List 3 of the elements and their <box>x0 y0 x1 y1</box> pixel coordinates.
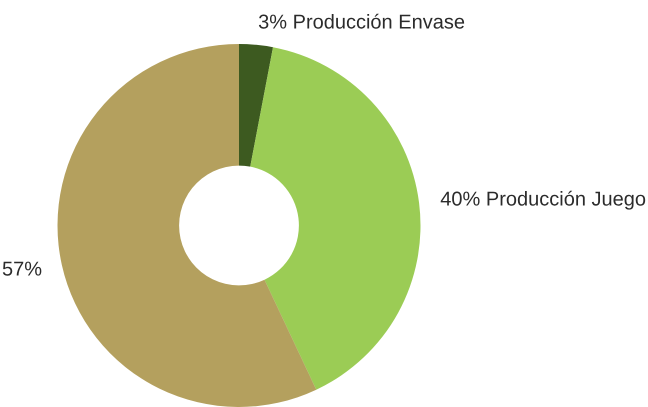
slice-label: 3% Producción Envase <box>258 11 465 34</box>
slice-label: 40% Producción Juego <box>440 188 646 211</box>
data-label: 57% <box>2 258 42 280</box>
